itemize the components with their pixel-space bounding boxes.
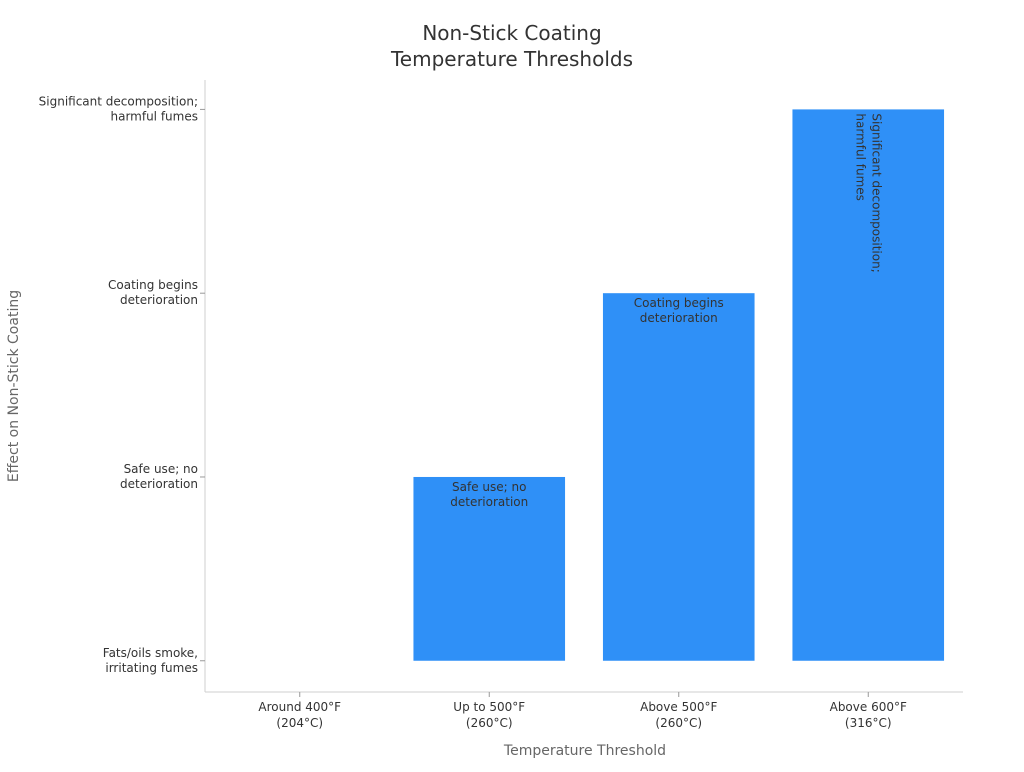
y-tick-label: Significant decomposition; harmful fumes	[39, 94, 198, 123]
x-tick-label-line: (260°C)	[466, 716, 513, 730]
y-tick-label: Safe use; no deterioration	[120, 462, 198, 491]
y-tick-label-line: Coating begins	[108, 278, 198, 292]
bar-1	[413, 476, 566, 661]
chart-title-text: Non-Stick Coating Temperature Thresholds	[390, 21, 633, 71]
data-label-line: Significant decomposition;	[869, 113, 883, 272]
x-tick-label-line: Above 500°F	[640, 700, 717, 714]
x-tick-label-line: (204°C)	[276, 716, 323, 730]
x-tick-label: Above 600°F (316°C)	[830, 700, 907, 730]
y-axis-ticks: Fats/oils smoke, irritating fumes Safe use…	[39, 94, 205, 675]
x-axis-ticks: Around 400°F (204°C)Up to 500°F (260°C)Abo…	[258, 692, 907, 730]
y-tick-label-line: Safe use; no	[124, 462, 198, 476]
data-label-2-line: deterioration	[640, 311, 718, 325]
x-tick-label-line: (316°C)	[845, 716, 892, 730]
chart-bars	[413, 109, 945, 661]
x-tick-label: Around 400°F (204°C)	[258, 700, 341, 730]
data-label-1-line: deterioration	[450, 495, 528, 509]
x-tick-label: Above 500°F (260°C)	[640, 700, 717, 730]
data-label-line: harmful fumes	[853, 113, 867, 201]
y-tick-label: Fats/oils smoke, irritating fumes	[103, 646, 198, 675]
chart-title-text-line: Non-Stick Coating	[422, 21, 601, 45]
y-tick-label-line: Significant decomposition;	[39, 94, 198, 108]
data-label-1-line: Safe use; no	[452, 480, 526, 494]
bar-2	[602, 293, 755, 661]
data-label-3: Significant decomposition;harmful fumes	[853, 113, 883, 272]
y-tick-label-line: Fats/oils smoke,	[103, 646, 198, 660]
chart-title: Non-Stick Coating Temperature Thresholds	[390, 21, 633, 71]
x-tick-label-line: (260°C)	[655, 716, 702, 730]
bar-3	[792, 109, 945, 661]
y-tick-label-line: deterioration	[120, 477, 198, 491]
x-axis-label: Temperature Threshold	[503, 743, 666, 759]
y-axis-label: Effect on Non-Stick Coating	[6, 290, 22, 482]
y-tick-label: Coating begins deterioration	[108, 278, 198, 307]
data-label-2-line: Coating begins	[634, 296, 724, 310]
x-tick-label: Up to 500°F (260°C)	[453, 700, 525, 730]
chart-axes	[204, 80, 963, 693]
x-tick-label-line: Above 600°F	[830, 700, 907, 714]
data-label-1: Safe use; no deterioration	[450, 480, 528, 509]
y-tick-label-line: harmful fumes	[110, 109, 198, 123]
x-tick-label-line: Around 400°F	[258, 700, 341, 714]
y-tick-label-line: deterioration	[120, 293, 198, 307]
chart-title-text-line: Temperature Thresholds	[390, 47, 633, 71]
data-label-2: Coating begins deterioration	[634, 296, 724, 325]
x-tick-label-line: Up to 500°F	[453, 700, 525, 714]
y-tick-label-line: irritating fumes	[105, 661, 198, 675]
